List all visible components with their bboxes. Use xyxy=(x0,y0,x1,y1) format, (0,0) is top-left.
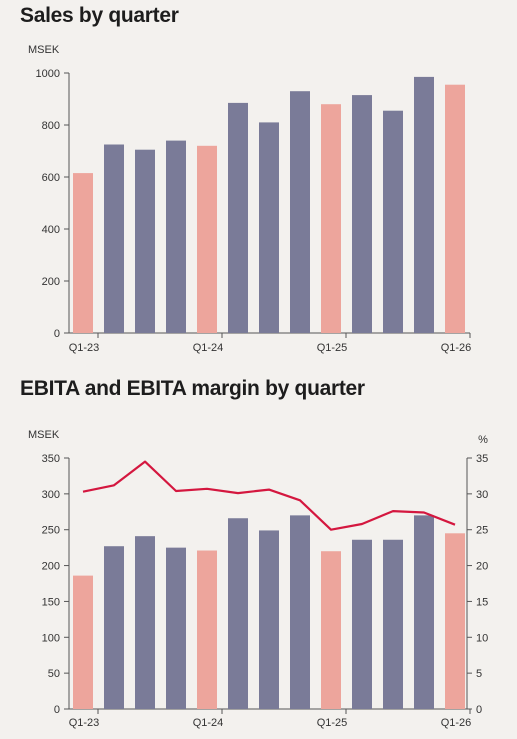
ebita-margin-line xyxy=(82,460,456,531)
ebita-y2-tick-label: 20 xyxy=(476,561,488,573)
ebita-y-tick-label: 150 xyxy=(42,596,60,608)
sales-bar xyxy=(259,122,279,334)
ebita-y2-tick-label: 25 xyxy=(476,525,488,537)
sales-bar xyxy=(135,149,155,333)
ebita-bar xyxy=(73,575,93,709)
ebita-y-tick-label: 200 xyxy=(42,561,60,573)
ebita-y-tick-label: 50 xyxy=(48,668,60,680)
ebita-y-tick-label: 0 xyxy=(54,704,60,716)
ebita-y2-tick-label: 0 xyxy=(476,704,482,716)
sales-bar xyxy=(383,110,403,333)
ebita-y2-tick-label: 30 xyxy=(476,489,488,501)
ebita-unit-label: MSEK xyxy=(28,429,60,441)
ebita-y-tick-label: 350 xyxy=(42,453,60,465)
ebita-bar xyxy=(414,515,434,709)
ebita-bar xyxy=(290,515,310,709)
sales-x-tick-label: Q1-23 xyxy=(69,342,100,354)
sales-bar xyxy=(228,102,248,334)
sales-y-tick-label: 600 xyxy=(42,172,60,184)
ebita-y2-tick-label: 15 xyxy=(476,596,488,608)
ebita-x-tick-label: Q1-25 xyxy=(317,717,348,729)
sales-y-tick-label: 800 xyxy=(42,120,60,132)
sales-bar xyxy=(445,84,465,333)
ebita-y2-tick-label: 35 xyxy=(476,453,488,465)
ebita-margin-unit-label: % xyxy=(478,434,488,446)
ebita-y-tick-label: 250 xyxy=(42,525,60,537)
ebita-y-tick-label: 100 xyxy=(42,632,60,644)
ebita-bar xyxy=(259,530,279,709)
sales-bar xyxy=(352,95,372,333)
ebita-bar xyxy=(445,533,465,709)
ebita-bar xyxy=(352,539,372,709)
sales-bar xyxy=(414,76,434,334)
sales-chart-title: Sales by quarter xyxy=(20,4,179,27)
sales-y-tick-label: 0 xyxy=(54,328,60,340)
ebita-bar xyxy=(197,550,217,709)
sales-bar xyxy=(73,173,93,333)
sales-unit-label: MSEK xyxy=(28,44,60,56)
sales-x-tick-label: Q1-24 xyxy=(193,342,224,354)
sales-x-tick-label: Q1-25 xyxy=(317,342,348,354)
ebita-x-tick-label: Q1-23 xyxy=(69,717,100,729)
ebita-bar xyxy=(228,518,248,709)
ebita-bar xyxy=(383,539,403,709)
sales-bar xyxy=(104,144,124,333)
ebita-bar xyxy=(166,547,186,709)
sales-bar xyxy=(197,145,217,333)
ebita-bar xyxy=(321,551,341,709)
ebita-bar xyxy=(104,546,124,709)
ebita-y2-tick-label: 5 xyxy=(476,668,482,680)
sales-bar xyxy=(166,140,186,333)
sales-y-tick-label: 200 xyxy=(42,276,60,288)
sales-y-tick-label: 400 xyxy=(42,224,60,236)
ebita-bar xyxy=(135,536,155,709)
ebita-x-tick-label: Q1-26 xyxy=(441,717,472,729)
sales-bar xyxy=(321,104,341,333)
ebita-y-tick-label: 300 xyxy=(42,489,60,501)
ebita-chart-title: EBITA and EBITA margin by quarter xyxy=(20,377,365,400)
sales-by-quarter-chart: MSEK 0 200 400 600 800 1000 Q1-23 Q1-24 Q1-25 Q1-2… xyxy=(28,44,472,354)
sales-x-tick-label: Q1-26 xyxy=(441,342,472,354)
ebita-y2-tick-label: 10 xyxy=(476,632,488,644)
ebita-x-tick-label: Q1-24 xyxy=(193,717,224,729)
sales-bar xyxy=(290,91,310,333)
sales-y-tick-label: 1000 xyxy=(36,68,60,80)
